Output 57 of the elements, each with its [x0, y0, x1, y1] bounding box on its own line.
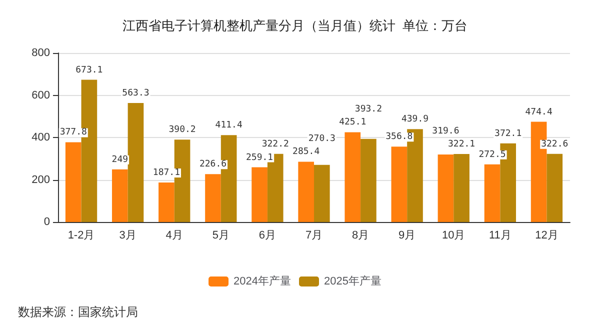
data-label: 411.4: [215, 120, 242, 131]
data-label: 270.3: [308, 134, 336, 144]
data-label: 377.8: [60, 128, 87, 138]
data-label: 563.3: [122, 88, 150, 99]
data-label: 390.2: [168, 125, 196, 136]
bar: [252, 167, 268, 222]
bar: [205, 174, 221, 222]
bar: [438, 154, 454, 222]
data-label: 393.2: [354, 104, 382, 115]
x-tick-label: 8月: [352, 230, 370, 242]
bar: [344, 132, 361, 222]
bar: [128, 103, 144, 222]
y-tick-label: 400: [32, 132, 50, 144]
x-tick-label: 6月: [258, 230, 276, 242]
source-note: 数据来源：国家统计局: [18, 305, 138, 319]
bar: [65, 142, 82, 222]
data-label: 322.2: [262, 139, 289, 150]
data-label: 187.1: [152, 168, 180, 178]
x-tick-label: 9月: [398, 230, 416, 242]
y-tick-label: 0: [44, 216, 50, 228]
legend-label: 2025年产量: [324, 274, 382, 288]
data-label: 272.5: [478, 150, 506, 160]
x-tick-label: 12月: [535, 230, 558, 242]
data-label: 322.6: [541, 139, 568, 150]
legend-label: 2024年产量: [234, 274, 292, 288]
data-label: 249: [112, 154, 128, 165]
x-tick-label: 4月: [166, 230, 183, 242]
bar: [112, 169, 128, 222]
data-label: 356.8: [386, 132, 413, 142]
data-label: 285.4: [292, 147, 320, 158]
bar: [546, 154, 563, 222]
data-label: 474.4: [525, 107, 552, 118]
y-tick-label: 600: [32, 89, 50, 102]
data-label: 226.6: [199, 160, 227, 170]
bar: [158, 182, 174, 222]
bar: [454, 154, 470, 222]
y-tick-label: 200: [32, 174, 50, 186]
chart-title: 江西省电子计算机整机产量分月（当月值）统计 单位：万台: [122, 18, 468, 33]
data-label: 322.1: [448, 139, 476, 150]
x-tick-label: 3月: [119, 230, 136, 242]
bar: [298, 162, 314, 222]
x-tick-label: 7月: [305, 230, 323, 242]
data-label: 259.1: [246, 152, 274, 163]
data-label: 372.1: [494, 128, 522, 139]
y-tick-label: 800: [32, 47, 50, 59]
bar: [314, 164, 330, 222]
data-label: 319.6: [432, 126, 460, 136]
data-label: 439.9: [401, 114, 429, 125]
bar: [360, 138, 376, 222]
x-tick-label: 10月: [442, 230, 466, 242]
x-tick-label: 11月: [488, 230, 512, 242]
x-tick-label: 1-2月: [68, 230, 95, 242]
data-label: 425.1: [339, 118, 366, 128]
bar: [391, 146, 408, 222]
x-tick-label: 5月: [212, 230, 230, 242]
data-label: 673.1: [76, 65, 103, 76]
bar: [484, 164, 500, 222]
